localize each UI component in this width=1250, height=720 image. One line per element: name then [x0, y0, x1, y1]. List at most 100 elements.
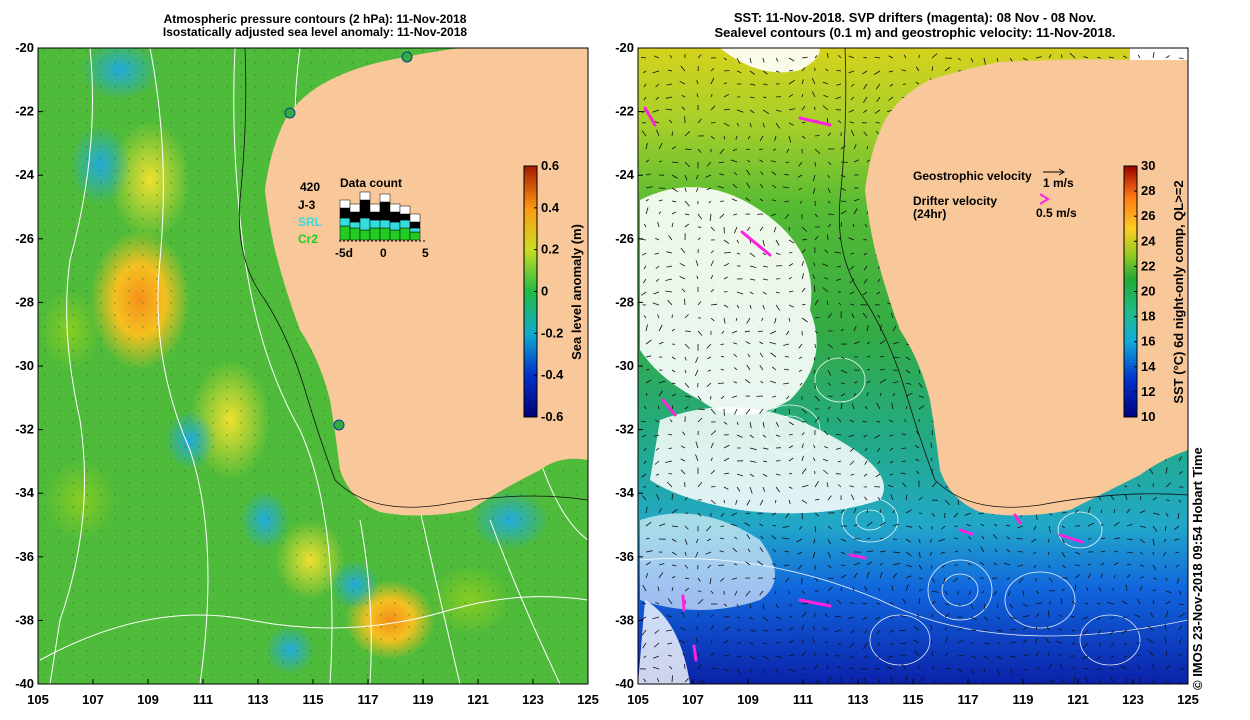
velocity-vector — [1086, 586, 1089, 592]
velocity-vector — [918, 496, 923, 501]
velocity-vector — [851, 83, 855, 87]
velocity-vector — [866, 380, 871, 384]
velocity-vector — [888, 55, 894, 59]
velocity-vector — [853, 198, 860, 202]
velocity-vector — [736, 70, 742, 74]
velocity-vector — [788, 79, 796, 85]
sla-colorbar-tick-label: 0.6 — [541, 158, 559, 173]
velocity-vector — [877, 278, 881, 283]
velocity-vector — [653, 655, 660, 659]
velocity-vector — [863, 677, 868, 683]
velocity-vector — [680, 612, 686, 618]
velocity-vector — [1100, 523, 1104, 527]
velocity-vector — [1113, 521, 1120, 527]
right-ytick-label: -22 — [615, 104, 634, 119]
velocity-vector — [953, 512, 959, 518]
velocity-vector — [1061, 678, 1065, 683]
velocity-vector — [654, 460, 660, 465]
velocity-vector — [905, 676, 908, 683]
velocity-vector — [944, 652, 949, 657]
velocity-vector — [914, 650, 920, 657]
right-xtick-label: 115 — [903, 692, 924, 707]
velocity-vector — [684, 678, 689, 683]
inset-bar-segment — [359, 199, 371, 219]
velocity-vector — [1031, 538, 1037, 543]
velocity-vector — [915, 81, 920, 85]
velocity-vector — [892, 551, 900, 554]
velocity-vector — [749, 265, 757, 268]
velocity-vector — [1152, 577, 1157, 580]
velocity-vector — [1022, 615, 1030, 618]
velocity-vector — [788, 639, 794, 644]
velocity-vector — [1048, 680, 1056, 683]
velocity-vector — [983, 57, 986, 65]
velocity-vector — [1074, 551, 1081, 555]
velocity-vector — [1100, 537, 1106, 540]
velocity-vector — [655, 419, 660, 423]
velocity-vector — [836, 265, 842, 268]
velocity-vector — [957, 681, 959, 684]
velocity-vector — [943, 577, 946, 585]
velocity-vector — [877, 314, 881, 319]
velocity-vector — [1165, 577, 1168, 581]
velocity-vector — [1152, 564, 1157, 571]
velocity-vector — [892, 523, 900, 527]
velocity-vector — [669, 55, 673, 59]
velocity-vector — [645, 550, 653, 553]
velocity-vector — [879, 521, 886, 527]
velocity-vector — [836, 417, 842, 423]
velocity-vector — [1032, 551, 1037, 555]
velocity-vector — [785, 395, 790, 400]
velocity-vector — [1113, 562, 1119, 566]
velocity-vector — [996, 668, 1000, 676]
velocity-vector — [801, 639, 804, 644]
velocity-vector — [835, 278, 842, 281]
velocity-vector — [813, 444, 816, 449]
velocity-vector — [827, 223, 832, 228]
left-xtick-label: 105 — [27, 692, 49, 707]
velocity-vector — [668, 655, 673, 657]
velocity-vector — [684, 382, 690, 389]
velocity-vector — [812, 551, 816, 559]
velocity-vector — [668, 69, 673, 72]
velocity-vector — [762, 109, 770, 115]
velocity-vector — [1047, 551, 1050, 556]
velocity-vector — [957, 627, 963, 631]
velocity-vector — [879, 368, 885, 371]
velocity-vector — [759, 159, 764, 163]
velocity-vector — [769, 342, 777, 345]
velocity-vector — [801, 590, 805, 594]
velocity-vector — [671, 587, 674, 592]
velocity-vector — [723, 239, 730, 244]
velocity-vector — [1137, 598, 1141, 605]
inset-bar-segment — [349, 227, 361, 241]
velocity-vector — [848, 616, 855, 620]
tide-gauges — [284, 51, 413, 431]
velocity-vector — [774, 408, 777, 413]
velocity-vector — [1110, 616, 1115, 620]
velocity-vector — [681, 106, 686, 111]
velocity-vector — [840, 382, 845, 384]
velocity-vector — [772, 524, 777, 527]
velocity-vector — [879, 572, 883, 579]
velocity-vector — [890, 602, 894, 605]
velocity-vector — [848, 109, 855, 113]
velocity-vector — [983, 655, 989, 660]
velocity-vector — [697, 148, 702, 153]
velocity-vector — [840, 574, 847, 579]
velocity-vector — [840, 200, 847, 202]
velocity-vector — [710, 590, 714, 595]
velocity-vector — [1071, 600, 1076, 605]
velocity-vector — [814, 135, 820, 137]
velocity-vector — [658, 523, 666, 527]
velocity-vector — [1044, 636, 1050, 644]
velocity-vector — [684, 131, 691, 137]
velocity-vector — [824, 446, 829, 449]
velocity-vector — [732, 148, 738, 152]
right-ytick-label: -36 — [615, 549, 634, 564]
velocity-vector — [1009, 668, 1015, 674]
velocity-vector — [875, 83, 881, 90]
sealevel-contours — [639, 269, 1188, 666]
velocity-vector — [866, 571, 870, 579]
velocity-vector — [657, 586, 660, 592]
